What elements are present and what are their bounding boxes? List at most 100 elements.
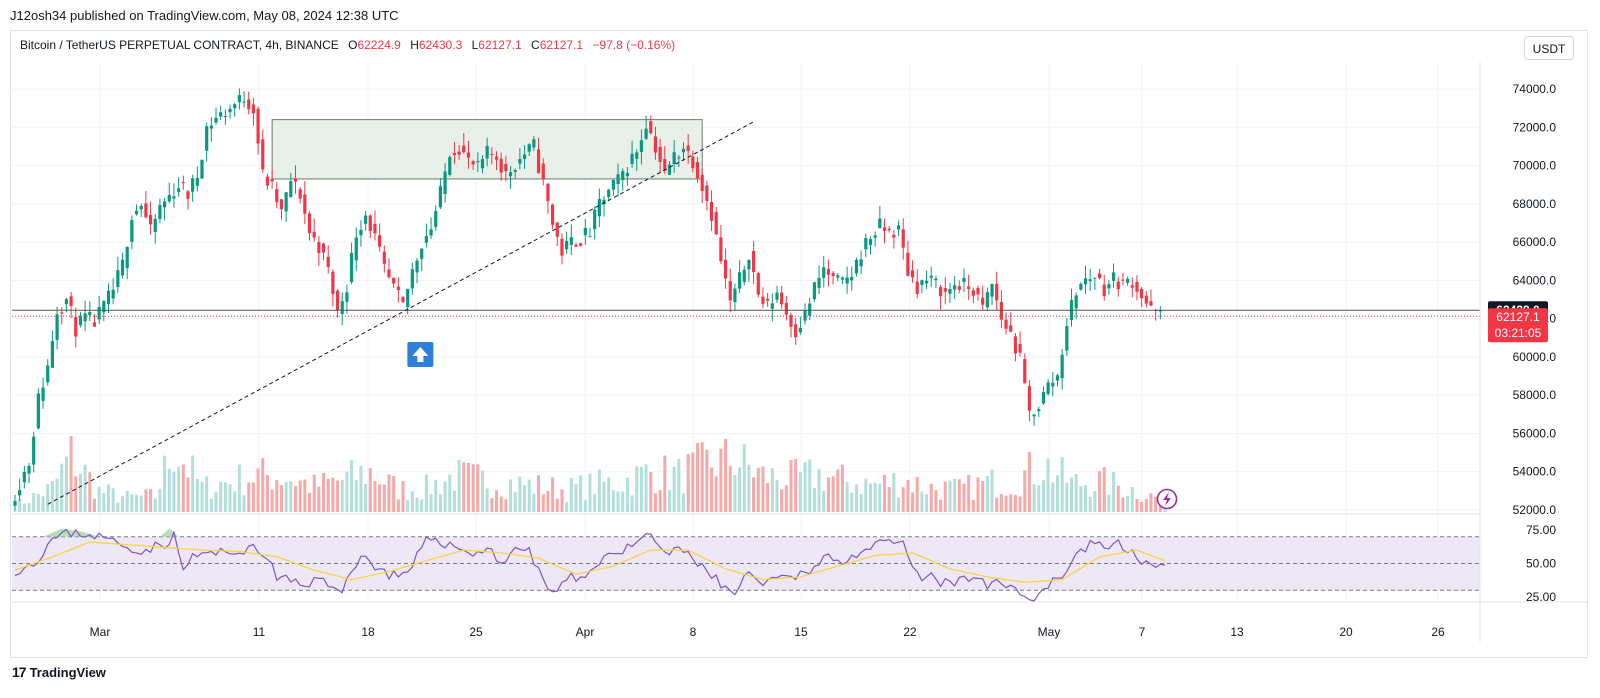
volume-bar	[247, 482, 251, 512]
candle-body	[522, 154, 527, 160]
candle-body	[359, 229, 363, 236]
candle-body	[812, 282, 816, 300]
volume-bar	[130, 494, 134, 512]
volume-bar	[27, 503, 31, 512]
candle-body	[125, 247, 129, 269]
price-tick-label: 56000.0	[1513, 426, 1557, 440]
volume-bar	[476, 464, 480, 512]
candle-body	[466, 152, 471, 158]
candle-body	[345, 292, 349, 302]
volume-bar	[588, 473, 592, 512]
candle-body	[742, 269, 746, 282]
price-tick-label: 54000.0	[1513, 465, 1557, 479]
volume-bar	[167, 468, 171, 512]
volume-bar	[354, 480, 358, 512]
volume-bar	[1055, 475, 1059, 512]
volume-bar	[340, 479, 344, 512]
candle-body	[331, 271, 335, 295]
candle-body	[775, 292, 779, 300]
volume-bar	[714, 476, 718, 512]
candle-body	[18, 490, 22, 496]
high-label: H	[410, 38, 419, 52]
footer-brand[interactable]: 17 TradingView	[12, 664, 106, 680]
time-tick-label: 8	[690, 625, 697, 639]
volume-bar	[551, 477, 555, 512]
candle-body	[200, 159, 204, 179]
tradingview-logo-icon: 17	[12, 664, 27, 680]
candle-body	[354, 237, 358, 261]
candle-body	[513, 170, 517, 172]
candle-body	[1102, 284, 1106, 297]
candle-body	[321, 243, 326, 253]
volume-bar	[995, 497, 999, 512]
volume-bar	[602, 481, 606, 512]
candle-body	[97, 307, 101, 320]
candle-body	[191, 178, 195, 192]
candle-body	[709, 201, 714, 221]
price-markers: 62439.062127.103:21:05	[1488, 301, 1548, 343]
candle-body	[27, 465, 31, 474]
volume-bar	[50, 481, 54, 512]
candle-body	[798, 327, 802, 333]
candle-body	[508, 172, 513, 177]
candle-body	[378, 235, 382, 247]
candle-body	[920, 280, 924, 285]
candle-body	[504, 163, 508, 172]
candle-body	[971, 290, 975, 296]
volume-bar	[999, 494, 1003, 512]
volume-bar	[1112, 471, 1116, 512]
volume-bar	[644, 464, 648, 512]
volume-bar	[1009, 494, 1013, 512]
candle-body	[1140, 289, 1144, 299]
candle-body	[878, 218, 882, 229]
candle-body	[22, 471, 26, 483]
candle-body	[826, 268, 831, 275]
candle-body	[340, 301, 344, 314]
candle-body	[443, 171, 447, 194]
volume-bar	[658, 490, 662, 512]
volume-bar	[625, 477, 629, 512]
volume-bar	[448, 474, 452, 512]
candle-body	[1004, 319, 1008, 329]
candle-body	[836, 275, 840, 278]
volume-bar	[368, 468, 372, 512]
currency-button[interactable]: USDT	[1524, 36, 1574, 60]
candle-body	[1051, 382, 1055, 387]
volume-bar	[504, 499, 508, 512]
volume-bar	[382, 484, 386, 512]
candle-body	[532, 139, 536, 148]
candle-body	[803, 310, 807, 321]
candle-body	[50, 341, 54, 368]
candle-body	[485, 146, 489, 159]
countdown-label: 03:21:05	[1495, 326, 1542, 340]
volume-bar	[13, 509, 17, 512]
volume-bar	[943, 481, 947, 512]
candle-body	[976, 287, 980, 295]
volume-bar	[106, 484, 110, 512]
volume-bar	[710, 467, 714, 512]
candle-body	[621, 171, 625, 181]
volume-bar	[1144, 498, 1148, 512]
volume-bar	[471, 464, 475, 512]
volume-bar	[462, 462, 466, 512]
volume-bar	[429, 494, 433, 512]
time-axis: Mar 11 18 25 Apr 8 15 22 May 7 13 20 26	[12, 601, 1588, 639]
volume-bar	[939, 499, 943, 512]
volume-bar	[705, 449, 709, 512]
volume-bar	[798, 472, 802, 512]
candle-body	[349, 253, 354, 283]
candle-body	[527, 144, 531, 152]
symbol-title[interactable]: Bitcoin / TetherUS PERPETUAL CONTRACT, 4…	[20, 38, 339, 52]
candle-body	[658, 146, 662, 163]
volume-bar	[1084, 485, 1088, 512]
candle-body	[649, 121, 653, 134]
candle-body	[686, 145, 690, 151]
chart-frame	[10, 30, 1588, 658]
candle-body	[555, 222, 559, 237]
candle-body	[209, 125, 213, 129]
candle-body	[256, 108, 260, 144]
volume-bar	[499, 496, 503, 512]
volume-bar	[200, 481, 204, 512]
volume-bars	[13, 436, 1167, 512]
